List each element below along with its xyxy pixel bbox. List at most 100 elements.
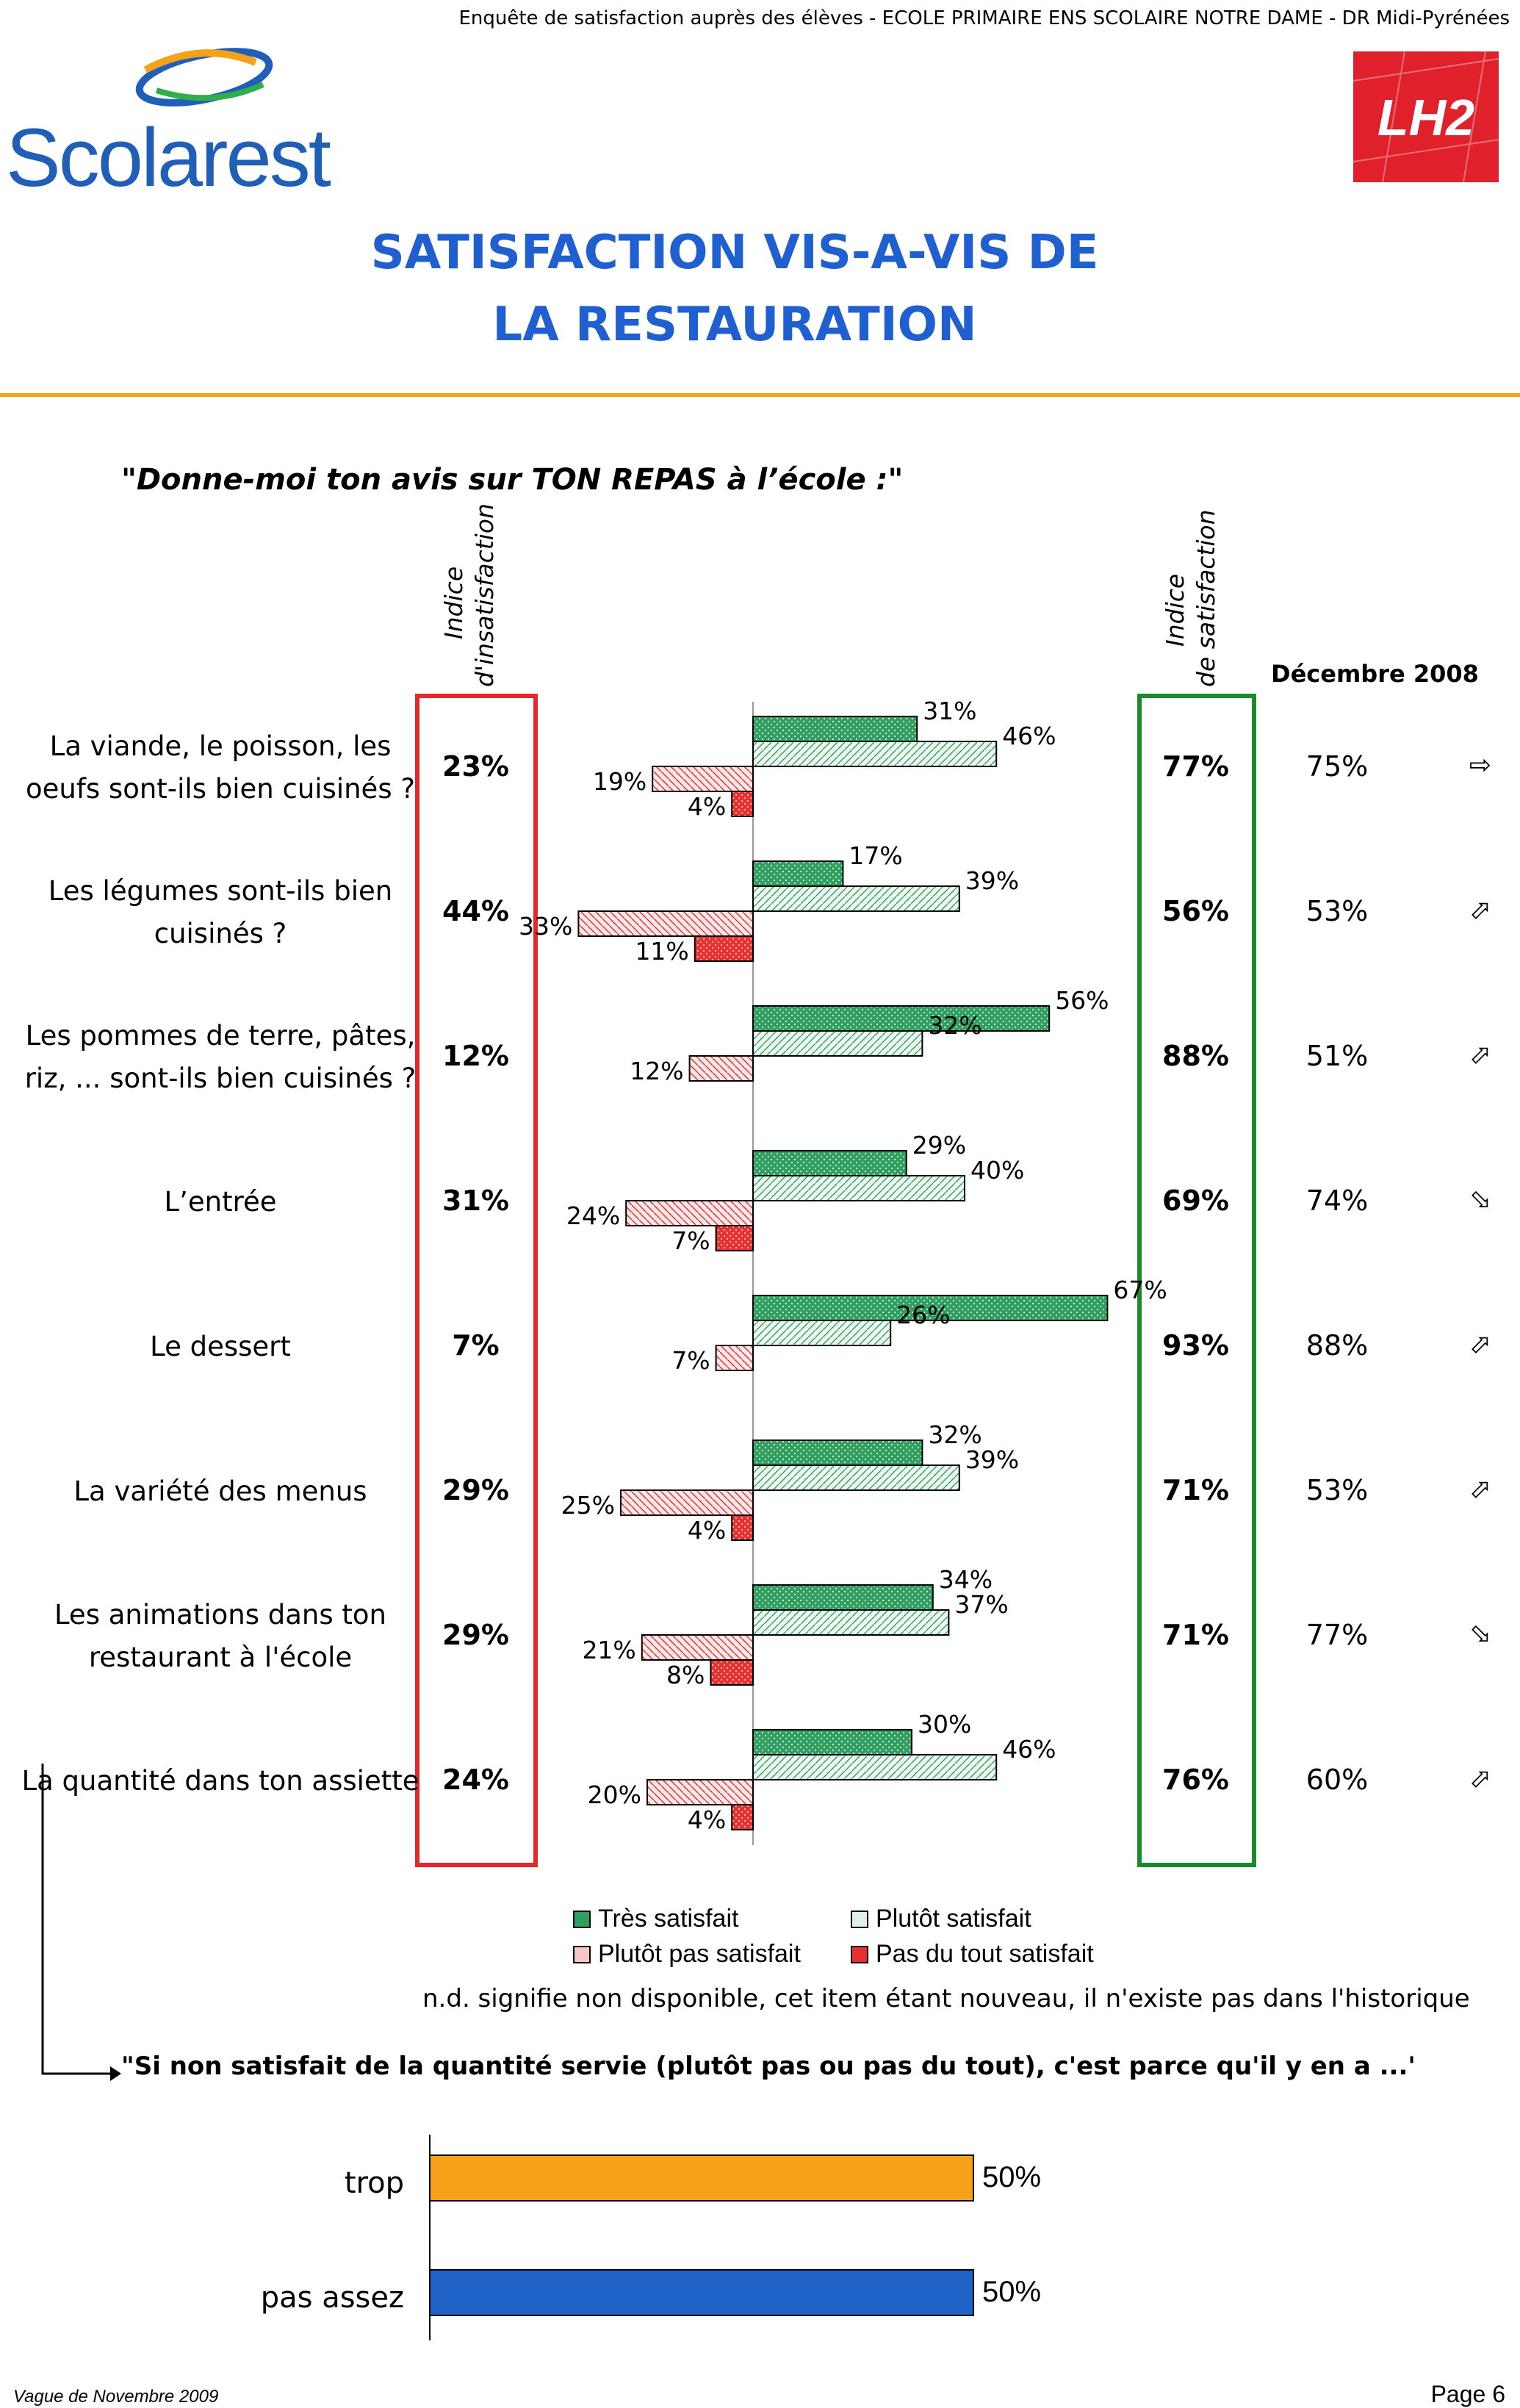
row-label-line: Les animations dans ton — [54, 1599, 387, 1631]
nd-note: n.d. signifie non disponible, cet item é… — [422, 1984, 1470, 2013]
row-label: Le dessert — [15, 1326, 426, 1368]
row-label: Les pommes de terre, pâtes, riz, ... sont… — [15, 1015, 426, 1100]
insatisfaction-value: 23% — [442, 750, 509, 783]
data-label: 24% — [566, 1201, 620, 1230]
december-2008-value: 51% — [1305, 1040, 1369, 1072]
row-label: L’entrée — [15, 1181, 426, 1223]
december-2008-value: 60% — [1305, 1764, 1369, 1796]
quantity-bar — [429, 2269, 974, 2316]
legend-label: Plutôt satisfait — [876, 1905, 1031, 1933]
bar-plutot-satisfait — [752, 1464, 960, 1491]
trend-arrow-icon: ⬀ — [1469, 895, 1492, 925]
row-label: Les animations dans ton restaurant à l'éc… — [15, 1594, 426, 1679]
scolarest-wordmark: Scolarest — [6, 112, 331, 204]
row-label-line: La quantité dans ton assiette — [21, 1765, 419, 1797]
row-label: La viande, le poisson, les oeufs sont-ils… — [15, 725, 426, 811]
row-label: Les légumes sont-ils bien cuisinés ? — [15, 870, 426, 955]
bar-tres-satisfait — [752, 860, 844, 887]
data-label: 11% — [635, 937, 688, 966]
row-label-line: oeufs sont-ils bien cuisinés ? — [26, 773, 415, 805]
december-2008-value: 53% — [1305, 1474, 1369, 1506]
bar-plutot-pas-satisfait — [688, 1055, 754, 1082]
december-2008-value: 88% — [1305, 1329, 1369, 1362]
bar-plutot-satisfait — [752, 885, 960, 912]
data-label: 33% — [519, 912, 572, 941]
data-label: 31% — [923, 697, 976, 725]
data-label: 46% — [1002, 722, 1056, 750]
data-label: 19% — [593, 767, 646, 796]
insatisfaction-value: 29% — [442, 1474, 509, 1506]
data-label: 26% — [896, 1301, 950, 1329]
row-label-line: L’entrée — [164, 1186, 277, 1218]
followup-question: "Si non satisfait de la quantité servie … — [121, 2052, 1416, 2081]
row-label-line: Les pommes de terre, pâtes, — [25, 1020, 416, 1052]
survey-question: "Donne-moi ton avis sur TON REPAS à l’éc… — [121, 463, 904, 497]
survey-header: Enquête de satisfaction auprès des élève… — [458, 7, 1510, 29]
data-label: 46% — [1002, 1735, 1056, 1764]
row-label: La variété des menus — [15, 1470, 426, 1513]
december-2008-value: 74% — [1305, 1185, 1369, 1217]
page-title-line-2: LA RESTAURATION — [492, 298, 977, 352]
bar-tres-satisfait — [752, 1729, 912, 1755]
bar-plutot-pas-satisfait — [646, 1779, 754, 1805]
data-label: 21% — [582, 1636, 635, 1664]
trend-arrow-icon: ⬀ — [1469, 1040, 1492, 1070]
data-label: 20% — [588, 1780, 641, 1809]
december-2008-value: 75% — [1305, 750, 1369, 783]
legend-label: Plutôt pas satisfait — [598, 1940, 801, 1968]
legend-swatch-pas-du-tout — [851, 1945, 868, 1963]
satisfaction-box — [1137, 694, 1256, 1867]
bar-pas-du-tout-satisfait — [710, 1659, 754, 1686]
bar-plutot-satisfait — [752, 1175, 965, 1201]
data-label: 34% — [939, 1565, 993, 1594]
bar-plutot-satisfait — [752, 1030, 923, 1057]
trend-arrow-icon: ⬂ — [1469, 1619, 1492, 1649]
scolarest-logo: Scolarest — [6, 40, 331, 204]
bar-tres-satisfait — [752, 1150, 907, 1176]
data-label: 7% — [671, 1346, 710, 1375]
data-label: 12% — [630, 1057, 683, 1085]
insatisfaction-value: 7% — [452, 1329, 500, 1362]
trend-arrow-icon: ⬂ — [1469, 1185, 1492, 1215]
quantity-value: 50% — [982, 2276, 1042, 2308]
bar-pas-du-tout-satisfait — [731, 791, 754, 817]
footer-wave: Vague de Novembre 2009 — [13, 2387, 219, 2407]
trend-arrow-icon: ⬀ — [1469, 1474, 1492, 1504]
data-label: 67% — [1113, 1276, 1167, 1304]
bar-plutot-satisfait — [752, 1609, 950, 1636]
bar-pas-du-tout-satisfait — [715, 1225, 754, 1251]
row-label-line: La viande, le poisson, les — [49, 730, 392, 762]
data-label: 56% — [1055, 986, 1109, 1015]
row-label-line: Le dessert — [150, 1331, 291, 1362]
legend-swatch-plutot — [851, 1910, 868, 1928]
bar-plutot-satisfait — [752, 741, 998, 767]
bar-tres-satisfait — [752, 1295, 1109, 1321]
title-divider — [0, 393, 1520, 397]
bar-tres-satisfait — [752, 1440, 923, 1466]
row-label-line: Les légumes sont-ils bien — [48, 875, 393, 907]
data-label: 39% — [965, 866, 1019, 895]
lh2-wordmark: LH2 — [1377, 89, 1475, 146]
legend-pas-du-tout: Pas du tout satisfait — [851, 1940, 1094, 1969]
bar-plutot-satisfait — [752, 1320, 892, 1346]
qty-label-trop: trop — [344, 2166, 404, 2200]
bar-plutot-pas-satisfait — [641, 1634, 754, 1661]
data-label: 40% — [970, 1156, 1024, 1185]
bar-plutot-pas-satisfait — [652, 766, 754, 792]
satisfaction-value: 71% — [1162, 1474, 1229, 1506]
row-label-line: cuisinés ? — [154, 918, 287, 949]
data-label: 4% — [688, 1805, 726, 1834]
data-label: 8% — [666, 1661, 705, 1689]
bar-pas-du-tout-satisfait — [694, 935, 754, 962]
scolarest-swoosh-icon — [135, 48, 273, 107]
data-label: 4% — [688, 792, 726, 821]
page-title-line-1: SATISFACTION VIS-A-VIS DE — [370, 226, 1099, 280]
satisfaction-value: 69% — [1162, 1185, 1229, 1217]
bar-plutot-pas-satisfait — [577, 910, 754, 937]
bar-tres-satisfait — [752, 1584, 934, 1611]
december-2008-header: Décembre 2008 — [1271, 660, 1479, 688]
bar-tres-satisfait — [752, 716, 918, 742]
footer-page: Page 6 — [1430, 2381, 1505, 2407]
lh2-logo: LH2 — [1352, 51, 1499, 183]
